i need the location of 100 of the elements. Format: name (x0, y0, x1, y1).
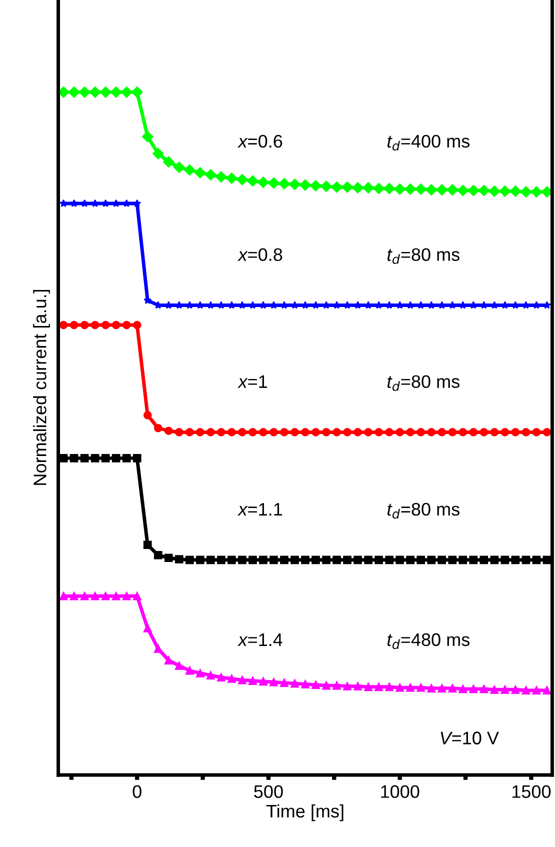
point (216, 171, 227, 182)
point (448, 428, 457, 436)
point (322, 428, 330, 436)
point (60, 199, 68, 207)
point (480, 556, 488, 564)
point (343, 682, 352, 690)
point (268, 177, 280, 189)
point (248, 428, 257, 436)
point (522, 428, 530, 436)
point (90, 454, 100, 462)
point (91, 199, 100, 207)
point (542, 556, 552, 564)
text: x=1.1 (238, 503, 282, 516)
point (248, 676, 257, 685)
point (520, 186, 532, 198)
x-tick-label: 1500 (512, 785, 551, 798)
annotation: V=10 V (440, 732, 499, 744)
x-axis-title: Time [ms] (266, 804, 344, 822)
point (228, 674, 236, 683)
point (374, 556, 383, 564)
point (438, 684, 446, 692)
point (458, 428, 468, 436)
point (532, 686, 541, 694)
point (90, 320, 100, 330)
point (448, 684, 457, 692)
point (342, 181, 353, 193)
point (364, 428, 372, 436)
point (542, 428, 552, 436)
point (174, 428, 184, 436)
point (80, 199, 89, 207)
point (320, 180, 332, 192)
annotation: t$_{d}$=400 ms (388, 134, 470, 151)
point (373, 182, 384, 194)
point (406, 428, 415, 436)
point (458, 556, 468, 564)
point (312, 428, 320, 436)
point (122, 454, 131, 462)
annotation: t$_{d}$=80 ms (388, 248, 460, 264)
point (205, 169, 216, 180)
point (354, 556, 362, 564)
point (59, 454, 68, 462)
point (416, 556, 426, 564)
point (184, 164, 196, 176)
point (259, 556, 268, 564)
point (458, 684, 468, 694)
point (468, 184, 480, 196)
point (438, 556, 446, 564)
point (185, 428, 194, 436)
point (80, 454, 89, 462)
point (217, 556, 226, 564)
point (480, 428, 488, 436)
point (332, 428, 341, 436)
point (354, 428, 362, 436)
point (384, 182, 395, 194)
point (427, 556, 436, 564)
series-label: x=0.6 (238, 134, 282, 148)
point (415, 184, 426, 195)
point (322, 681, 330, 690)
y-axis-title: Normalized current [a.u.] (33, 290, 50, 485)
point (290, 679, 299, 688)
point (132, 320, 142, 330)
point (396, 428, 404, 436)
point (290, 428, 299, 436)
x-tick-label: 1000 (381, 785, 420, 798)
point (511, 556, 520, 564)
point (406, 556, 415, 564)
point (133, 199, 142, 207)
point (332, 556, 341, 564)
point (143, 540, 152, 550)
point (331, 181, 342, 193)
point (236, 174, 248, 186)
point (301, 428, 310, 436)
point (426, 184, 437, 196)
point (280, 678, 288, 687)
point (206, 556, 215, 564)
annotation: t$_{d}$=80 ms (388, 502, 460, 519)
point (500, 428, 510, 436)
point (354, 682, 362, 690)
point (68, 86, 80, 98)
point (404, 184, 416, 195)
point (280, 556, 288, 564)
point (226, 172, 238, 184)
point (427, 428, 436, 436)
point (343, 428, 352, 436)
point (446, 184, 458, 196)
point (59, 320, 68, 330)
point (112, 592, 120, 600)
point (122, 199, 131, 207)
point (478, 184, 490, 196)
point (469, 684, 478, 694)
point (385, 556, 394, 564)
point (427, 684, 436, 692)
point (300, 179, 311, 191)
text: x=1 (238, 375, 267, 388)
point (154, 644, 162, 653)
point (70, 592, 78, 600)
point (385, 682, 394, 692)
point (469, 428, 478, 436)
point (101, 454, 110, 462)
point (258, 176, 269, 188)
